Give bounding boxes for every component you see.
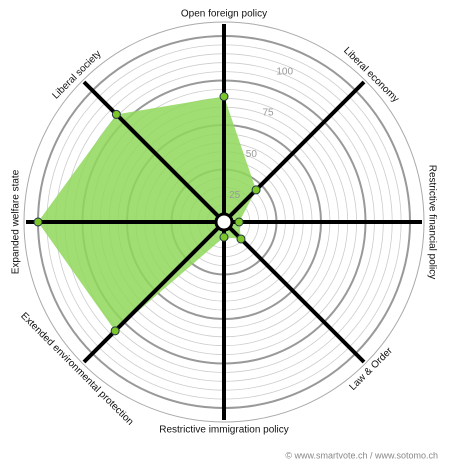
point (110, 326, 120, 336)
tick-label: 50 (246, 149, 258, 160)
point (219, 232, 229, 242)
tick-label: 75 (262, 108, 274, 119)
point (111, 109, 121, 119)
point (234, 217, 244, 227)
point (33, 217, 43, 227)
point (219, 92, 229, 102)
tick-label: 100 (276, 66, 293, 77)
tick-label: 25 (229, 190, 241, 201)
axis (82, 226, 220, 364)
outer-ring (23, 21, 425, 423)
center (214, 212, 234, 232)
axis (228, 80, 366, 218)
axis (228, 226, 366, 364)
credit: © www.smartvote.ch / www.sotomo.ch (285, 450, 438, 460)
point (236, 234, 246, 244)
axis-label: Restrictive financial policy (426, 165, 437, 280)
axis (82, 80, 220, 218)
area (38, 96, 257, 331)
axis-label: Restrictive immigration policy (159, 425, 288, 436)
axis-label: Open foreign policy (181, 9, 267, 20)
point (251, 185, 261, 195)
axis-label: Expanded welfare state (11, 169, 22, 274)
